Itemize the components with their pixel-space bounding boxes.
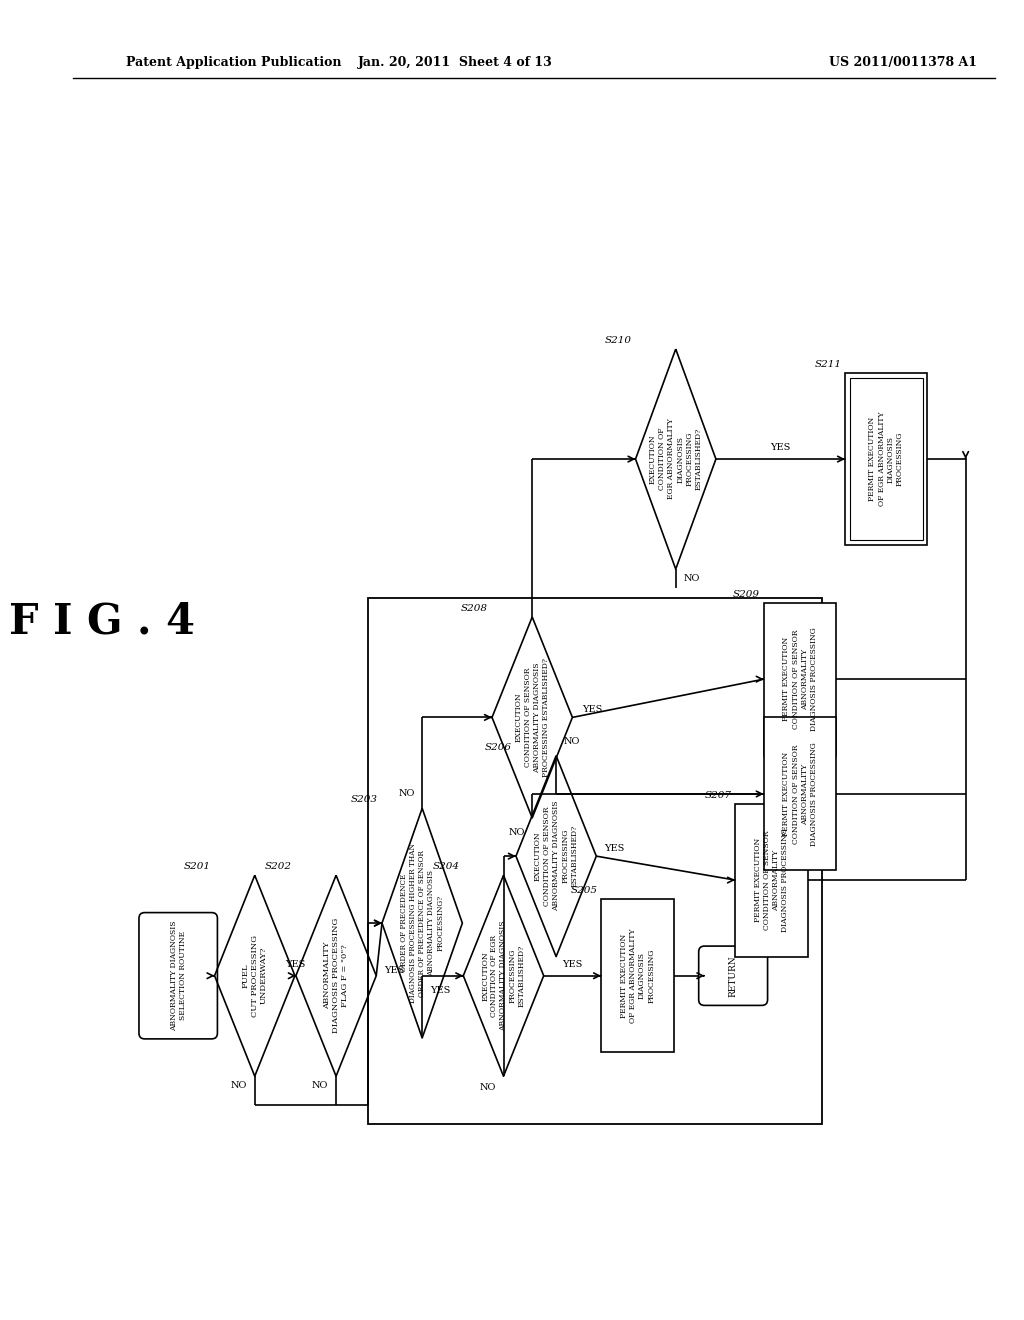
Text: YES: YES — [582, 705, 602, 714]
Text: S210: S210 — [605, 337, 632, 346]
Text: S201: S201 — [183, 862, 211, 871]
Text: S208: S208 — [461, 605, 488, 612]
Text: US 2011/0011378 A1: US 2011/0011378 A1 — [828, 55, 977, 69]
Text: FUEL
CUT PROCESSING
UNDERWAY?: FUEL CUT PROCESSING UNDERWAY? — [242, 935, 268, 1016]
Text: EXECUTION
CONDITION OF SENSOR
ABNORMALITY DIAGNOSIS
PROCESSING ESTABLISHED?: EXECUTION CONDITION OF SENSOR ABNORMALIT… — [514, 657, 550, 777]
Text: ABNORMALITY
DIAGNOSIS PROCESSING
FLAG F = "0"?: ABNORMALITY DIAGNOSIS PROCESSING FLAG F … — [323, 919, 349, 1034]
Bar — [764, 603, 837, 755]
Text: S202: S202 — [265, 862, 292, 871]
Text: YES: YES — [430, 986, 451, 994]
Text: YES: YES — [604, 843, 625, 853]
Bar — [764, 717, 837, 870]
Text: PERMIT EXECUTION
CONDITION OF SENSOR
ABNORMALITY
DIAGNOSIS PROCESSING: PERMIT EXECUTION CONDITION OF SENSOR ABN… — [754, 828, 790, 932]
Text: S205: S205 — [570, 886, 597, 895]
Text: PERMIT EXECUTION
CONDITION OF SENSOR
ABNORMALITY
DIAGNOSIS PROCESSING: PERMIT EXECUTION CONDITION OF SENSOR ABN… — [782, 742, 818, 846]
Text: F I G . 4: F I G . 4 — [8, 601, 195, 643]
Text: PERMIT EXECUTION
CONDITION OF SENSOR
ABNORMALITY
DIAGNOSIS PROCESSING: PERMIT EXECUTION CONDITION OF SENSOR ABN… — [782, 627, 818, 731]
Text: Patent Application Publication: Patent Application Publication — [126, 55, 341, 69]
Text: YES: YES — [562, 960, 583, 969]
Text: ORDER OF PRECEDENCE
DIAGNOSIS PROCESSING HIGHER THAN
ORDER OF PRECEDENCE OF SENS: ORDER OF PRECEDENCE DIAGNOSIS PROCESSING… — [399, 843, 444, 1003]
Text: PERMIT EXECUTION
OF EGR ABNORMALITY
DIAGNOSIS
PROCESSING: PERMIT EXECUTION OF EGR ABNORMALITY DIAG… — [620, 928, 655, 1023]
Text: YES: YES — [384, 965, 404, 974]
Text: EXECUTION
CONDITION OF EGR
ABNORMALITY DIAGNOSIS
PROCESSING
ESTABLISHED?: EXECUTION CONDITION OF EGR ABNORMALITY D… — [481, 920, 526, 1031]
Text: YES: YES — [286, 960, 305, 969]
Text: NO: NO — [479, 1084, 496, 1092]
FancyBboxPatch shape — [698, 946, 768, 1006]
Bar — [368, 598, 822, 1125]
Text: EXECUTION
CONDITION OF SENSOR
ABNORMALITY DIAGNOSIS
PROCESSING
ESTABLISHED?: EXECUTION CONDITION OF SENSOR ABNORMALIT… — [534, 801, 579, 911]
Text: PERMIT EXECUTION
OF EGR ABNORMALITY
DIAGNOSIS
PROCESSING: PERMIT EXECUTION OF EGR ABNORMALITY DIAG… — [868, 412, 904, 507]
Text: S211: S211 — [814, 360, 842, 370]
Text: NO: NO — [312, 1081, 329, 1090]
Text: NO: NO — [564, 737, 581, 746]
Text: NO: NO — [398, 789, 415, 799]
Text: ABNORMALITY DIAGNOSIS
SELECTION ROUTINE: ABNORMALITY DIAGNOSIS SELECTION ROUTINE — [170, 920, 186, 1031]
Text: YES: YES — [770, 444, 791, 451]
Text: S203: S203 — [351, 796, 378, 804]
Text: S204: S204 — [432, 862, 460, 871]
Bar — [735, 804, 808, 957]
Text: S207: S207 — [705, 791, 731, 800]
Bar — [845, 374, 928, 545]
Bar — [601, 899, 674, 1052]
Bar — [850, 378, 923, 540]
Text: S206: S206 — [485, 743, 512, 752]
Text: Jan. 20, 2011  Sheet 4 of 13: Jan. 20, 2011 Sheet 4 of 13 — [358, 55, 553, 69]
Text: S209: S209 — [733, 590, 760, 599]
Text: EXECUTION
CONDITION OF
EGR ABNORMALITY
DIAGNOSIS
PROCESSING
ESTABLISHED?: EXECUTION CONDITION OF EGR ABNORMALITY D… — [649, 418, 702, 499]
Text: RETURN: RETURN — [729, 954, 737, 997]
FancyBboxPatch shape — [139, 912, 217, 1039]
Text: NO: NO — [683, 574, 699, 583]
Text: NO: NO — [508, 828, 524, 837]
Text: NO: NO — [230, 1081, 247, 1090]
